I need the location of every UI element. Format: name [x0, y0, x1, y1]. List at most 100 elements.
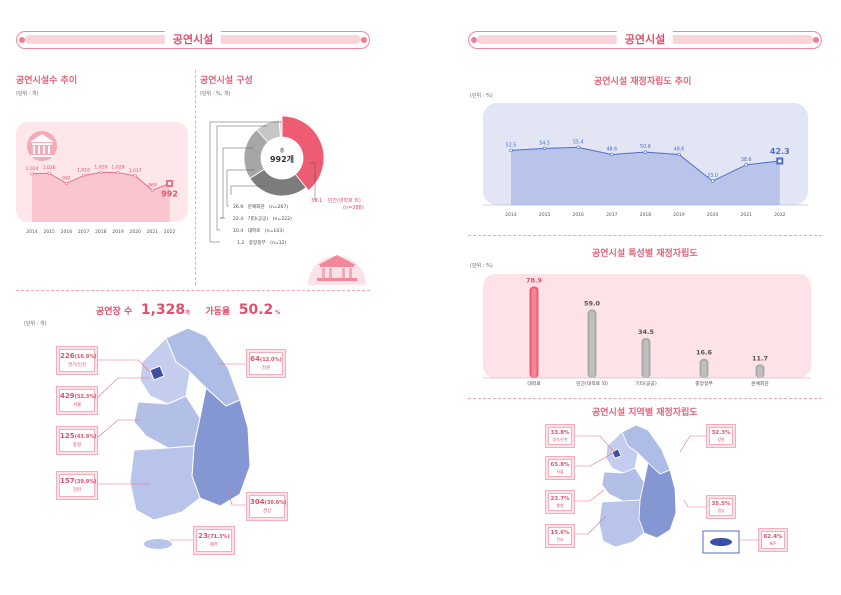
composition-title: 공연시설 구성 — [200, 76, 253, 86]
util-suffix: % — [275, 310, 281, 316]
fiscal-point-inner — [778, 159, 782, 163]
fiscal-point — [509, 148, 513, 153]
comp-name: 대학로 — [247, 229, 261, 234]
region-pct: (32.3%) — [74, 394, 97, 400]
type-unit: (단위 : %) — [470, 263, 493, 269]
callout-inner: 33.8% 경기/인천 — [548, 427, 572, 445]
right-divider-2 — [468, 398, 822, 399]
fiscal-x-tick: 2017 — [606, 212, 618, 218]
stage-summary: 공연장 수 1,328개 가동율 50.2% — [96, 299, 280, 318]
trend-point — [81, 173, 86, 178]
type-bar-highlight — [531, 288, 537, 378]
region-value: 32.3% — [711, 430, 731, 436]
region-name: 경기/인천 — [67, 363, 87, 368]
region-pct: (12.0%) — [259, 357, 282, 363]
type-bg — [483, 274, 811, 378]
facility-trend-chart: 1,024 2014 1,026 2015 992 2016 1,018 2017 1,029 2… — [16, 122, 188, 235]
trend-label: 1,024 — [26, 166, 39, 172]
donut-total-prefix: 총 — [279, 148, 285, 154]
region-value: 304(30.6%) — [250, 498, 287, 508]
region-count: 125 — [60, 432, 75, 440]
callout-inner: 32.3% 강원 — [709, 427, 733, 445]
fiscal-callout-jeju: 62.4% 제주 — [758, 528, 788, 552]
region-callout-gangwon: 64(12.0%) 강원 — [246, 349, 286, 378]
trend-point — [30, 172, 34, 176]
comp-name: 민간(대학로 외) — [327, 198, 361, 204]
comp-count: (n=103) — [264, 229, 284, 234]
trend-label: 1,029 — [94, 164, 107, 170]
composition-item-1: 26.9 문예회관 (n=267) — [233, 204, 288, 210]
trend-point — [133, 174, 137, 178]
region-pct: (71.3%) — [207, 534, 230, 540]
callout-inner: 35.5% 경상 — [709, 498, 733, 516]
trend-label: 1,017 — [129, 168, 142, 174]
region-name: 경상 — [717, 508, 725, 513]
region-name: 경상 — [262, 509, 272, 514]
type-x-tick: 민간(대학로 외) — [576, 380, 608, 387]
map-region-jeju — [144, 539, 172, 549]
stage-suffix: 개 — [185, 310, 190, 316]
fiscal-callout-seoul: 65.8% 서울 — [545, 456, 575, 480]
fiscal-x-tick: 2022 — [774, 212, 786, 218]
trend-point — [99, 170, 103, 174]
fiscal-label: 23.0 — [707, 173, 718, 179]
type-bar — [699, 358, 709, 378]
trend-label: 1,028 — [112, 165, 125, 171]
type-bar-highlight — [757, 366, 763, 378]
trend-label: 969 — [148, 182, 157, 188]
trend-x-tick: 2016 — [61, 229, 73, 235]
region-value: 35.5% — [711, 501, 731, 507]
region-count: 157 — [60, 477, 75, 485]
map-region-jeolla — [129, 445, 201, 521]
region-value: 226(16.9%) — [60, 352, 97, 362]
util-label: 가동율 — [205, 307, 231, 317]
type-bar-highlight — [701, 360, 707, 378]
trend-x-tick: 2014 — [26, 229, 38, 235]
region-value: 157(39.9%) — [60, 477, 97, 487]
region-value: 125(43.9%) — [60, 432, 97, 442]
region-name: 충청 — [556, 503, 564, 508]
fiscal-x-tick: 2021 — [740, 212, 752, 218]
region-value: 33.8% — [550, 430, 570, 436]
fiscal-x-tick: 2020 — [707, 212, 719, 218]
map-unit: (단위 : 개) — [24, 321, 47, 327]
callout-inner: 64(12.0%) 강원 — [249, 352, 283, 375]
trend-label: 992 — [62, 175, 71, 181]
region-name: 제주 — [769, 541, 777, 546]
region-value: 15.6% — [550, 530, 570, 536]
region-name: 전라 — [556, 537, 564, 542]
region-callout-seoul: 429(32.3%) 서울 — [56, 386, 98, 415]
left-divider-vertical — [195, 70, 196, 285]
stage-label: 공연장 수 — [96, 307, 133, 317]
type-bar-label: 16.6 — [696, 349, 713, 357]
callout-inner: 429(32.3%) 서울 — [59, 389, 97, 412]
comp-pct: 26.9 — [233, 205, 244, 210]
util-value: 50.2 — [238, 302, 274, 318]
region-count: 226 — [60, 352, 75, 360]
region-callout-jeju: 23(71.3%) 제주 — [193, 526, 235, 555]
ribbon-dot-right — [361, 37, 367, 43]
right-header-ribbon: 공연시설 — [468, 31, 822, 49]
right-divider-1 — [468, 235, 822, 236]
trend-label: 992 — [161, 189, 178, 198]
fiscal-point — [542, 146, 547, 151]
trend-x-tick: 2022 — [164, 229, 176, 235]
callout-inner: 157(39.9%) 전라 — [59, 474, 97, 497]
trend-x-tick: 2020 — [129, 229, 141, 235]
region-name: 서울 — [72, 403, 82, 408]
callout-inner: 62.4% 제주 — [761, 531, 785, 549]
callout-inner: 23(71.3%) 제주 — [196, 529, 232, 552]
region-name: 강원 — [717, 437, 725, 442]
region-name: 서울 — [556, 469, 564, 474]
callout-inner: 15.6% 전라 — [548, 527, 572, 545]
type-bar-chart: 78.9 대학로 59.0 민간(대학로 외) 34.5 기타(공공) 16.6 중앙정부 11… — [483, 274, 811, 387]
comp-name: 문예회관 — [247, 205, 265, 210]
callout-inner: 226(16.9%) 경기/인천 — [59, 349, 97, 372]
region-callout-gyeongsang: 304(30.6%) 경상 — [246, 492, 288, 521]
donut-center-label: 총 992개 — [262, 147, 302, 165]
trend-x-tick: 2019 — [112, 229, 124, 235]
map-region-chungcheong — [133, 395, 201, 449]
right-header-title: 공연시설 — [616, 31, 674, 47]
callout-inner: 65.8% 서울 — [548, 459, 572, 477]
type-bar — [587, 309, 597, 378]
